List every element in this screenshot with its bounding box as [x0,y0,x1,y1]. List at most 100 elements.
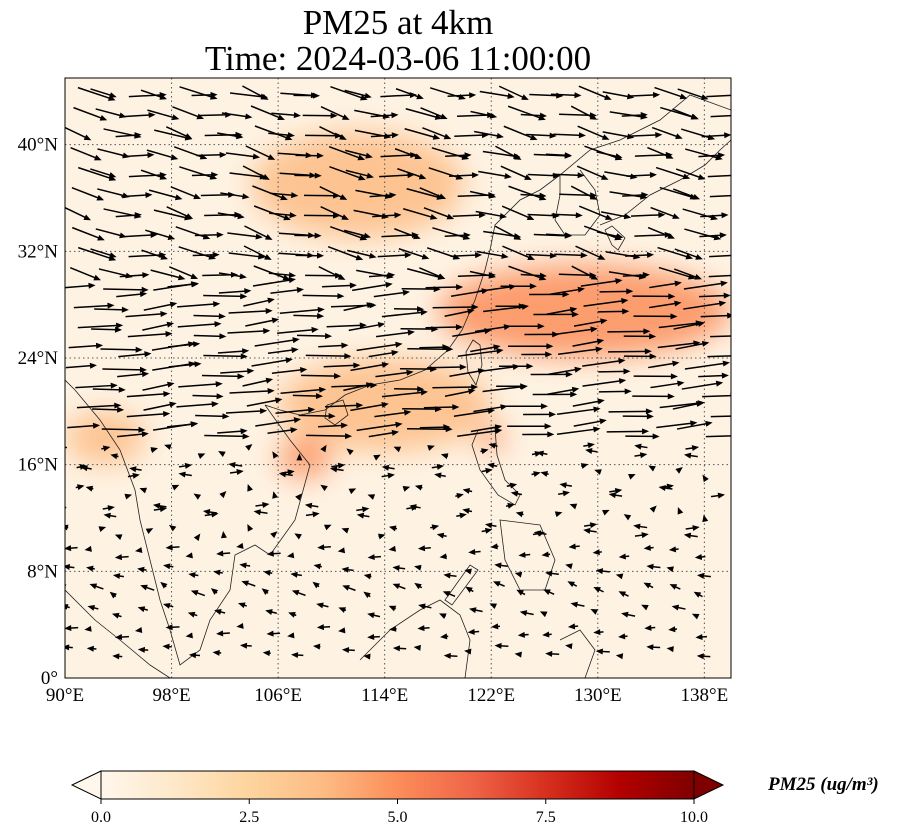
wind-arrow [126,410,171,418]
wind-arrow [504,323,545,330]
wind-arrow [185,552,193,559]
wind-arrow [492,581,505,587]
wind-arrow [650,380,685,389]
wind-arrow [503,125,538,141]
wind-arrow [65,206,92,221]
wind-arrow [323,362,361,369]
wind-arrow [176,401,219,408]
wind-arrow [404,128,441,140]
wind-arrow [293,92,321,99]
wind-arrow [710,415,731,418]
wind-arrow [580,278,623,287]
wind-arrow [607,328,651,335]
wind-arrow [417,545,431,552]
wind-arrow [696,572,711,579]
wind-arrow [220,531,227,539]
wind-arrow [648,465,656,472]
wind-arrow [293,313,325,320]
wind-arrow [419,424,451,431]
wind-arrow [634,452,648,459]
wind-arrow [98,526,107,532]
wind-arrow [367,554,381,561]
wind-arrow [520,192,547,199]
wind-arrow [419,344,450,351]
wind-arrow [337,547,346,554]
wind-arrow [236,542,244,549]
wind-arrow [699,232,727,239]
wind-arrow [345,149,373,159]
wind-arrow [392,645,407,652]
wind-arrow [520,112,547,119]
wind-arrow [548,366,582,376]
wind-arrow [319,126,347,140]
wind-arrow [392,583,406,590]
wind-arrow [126,390,171,398]
wind-arrow [127,472,140,479]
wind-arrow [239,562,251,569]
wind-arrow [668,626,678,633]
wind-arrow [137,646,149,653]
wind-arrow [118,351,152,358]
wind-arrow [516,589,526,596]
wind-arrow [140,584,155,591]
wind-arrow [327,246,364,261]
wind-arrow [145,229,176,240]
wind-arrow [599,288,634,295]
wind-arrow [286,552,295,559]
wind-arrow [229,388,275,395]
wind-arrow [570,105,598,120]
wind-arrow [394,148,423,160]
wind-arrow [500,165,532,180]
wind-arrow [298,413,336,420]
wind-arrow [114,534,123,540]
wind-arrow [467,628,480,635]
wind-vectors [65,85,731,660]
wind-arrow [111,612,122,619]
wind-arrow [622,272,650,279]
wind-arrow [348,322,386,332]
pm25-plume-myanmar-bay [65,411,145,465]
wind-arrow [495,303,526,310]
wind-arrow [436,532,447,539]
wind-arrow [65,126,92,141]
wind-arrow [65,604,70,610]
gridlines [65,78,731,678]
wind-arrow [470,344,501,353]
wind-arrow [595,648,610,655]
wind-arrow [317,544,331,551]
wind-arrow [655,166,691,180]
wind-arrow [570,185,598,200]
wind-arrow [115,132,142,139]
wind-arrow [196,151,227,158]
wind-arrow [495,145,522,160]
wind-arrow [65,625,79,632]
wind-arrow [375,369,414,378]
wind-arrow [331,462,346,469]
wind-arrow [403,208,438,220]
wind-arrow [683,532,698,539]
wind-arrow [578,85,612,100]
wind-arrow [195,413,230,420]
wind-arrow [583,442,595,449]
wind-arrow [65,282,96,289]
wind-arrow [270,287,305,294]
lat-tick-label: 32°N [18,241,59,262]
wind-arrow [119,272,150,279]
wind-arrow [243,297,275,307]
wind-arrow [675,168,706,180]
wind-arrow [432,304,479,311]
wind-arrow [272,451,279,459]
wind-arrow [150,269,186,281]
wind-arrow [572,398,605,407]
wind-arrow [685,445,700,452]
wind-arrow [464,648,472,655]
wind-arrow [217,132,244,140]
wind-arrow [683,300,727,310]
wind-arrow [440,453,449,460]
wind-arrow [318,422,349,429]
wind-arrow [127,330,173,338]
wind-arrow [392,565,406,572]
wind-arrow [245,444,253,451]
wind-arrow [707,174,731,178]
wind-arrow [123,232,158,239]
